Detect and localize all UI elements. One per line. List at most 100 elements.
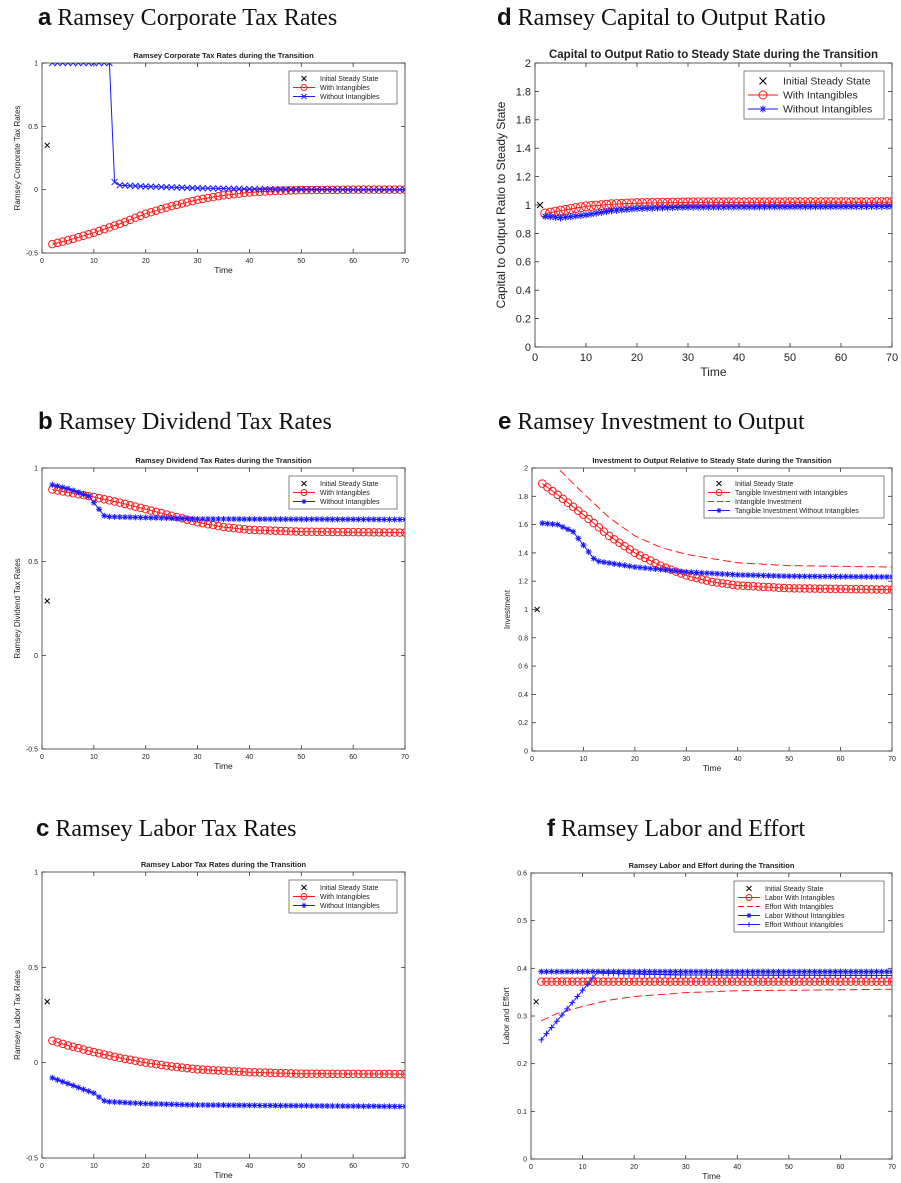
legend: Initial Steady State With Intangibles With… bbox=[743, 70, 885, 120]
data-point bbox=[744, 968, 751, 975]
data-point bbox=[256, 516, 263, 523]
data-point bbox=[764, 582, 773, 592]
data-point bbox=[548, 1024, 555, 1031]
data-point bbox=[234, 524, 244, 533]
x-tick-label: 50 bbox=[297, 258, 305, 265]
data-point bbox=[739, 571, 746, 578]
data-point bbox=[851, 584, 861, 594]
data-point bbox=[132, 1100, 139, 1107]
data-point bbox=[635, 977, 644, 986]
data-point bbox=[593, 977, 603, 986]
data-point bbox=[153, 1100, 160, 1107]
x-tick-label: 30 bbox=[194, 754, 202, 761]
data-point bbox=[193, 195, 202, 205]
chart-title: Investment to Output Relative to Steady … bbox=[592, 456, 832, 465]
data-point bbox=[230, 516, 237, 523]
data-point bbox=[225, 1102, 232, 1109]
data-point bbox=[324, 1102, 331, 1109]
initial-steady-state-point bbox=[44, 598, 51, 604]
data-point bbox=[338, 527, 348, 537]
legend-label: Without Intangibles bbox=[320, 903, 380, 910]
data-point bbox=[878, 972, 885, 979]
data-point bbox=[662, 971, 669, 978]
data-point bbox=[163, 183, 170, 191]
legend-marker bbox=[301, 884, 307, 891]
data-point bbox=[745, 203, 753, 211]
data-point bbox=[184, 515, 191, 522]
data-point bbox=[662, 567, 669, 574]
data-point bbox=[334, 1103, 341, 1110]
y-tick-label: 0.6 bbox=[517, 870, 527, 877]
panel-letter: d bbox=[497, 4, 512, 31]
data-point bbox=[120, 499, 130, 509]
x-tick-label: 20 bbox=[630, 1164, 638, 1171]
data-point bbox=[669, 203, 677, 212]
data-point bbox=[568, 977, 577, 986]
series-layer bbox=[48, 63, 405, 249]
data-point bbox=[188, 196, 197, 206]
data-point bbox=[624, 977, 634, 986]
data-point bbox=[229, 523, 239, 533]
data-point bbox=[297, 527, 306, 536]
data-point bbox=[616, 561, 623, 568]
legend-marker bbox=[300, 84, 308, 91]
data-point bbox=[234, 189, 244, 198]
data-point bbox=[49, 63, 56, 67]
data-point bbox=[637, 564, 643, 571]
data-point bbox=[215, 516, 222, 523]
data-point bbox=[867, 585, 876, 594]
y-tick-label: 0 bbox=[524, 748, 528, 755]
data-point bbox=[298, 516, 305, 523]
data-point bbox=[718, 972, 725, 979]
chart-title: Capital to Output Ratio to Steady State … bbox=[549, 49, 878, 61]
data-point bbox=[832, 203, 840, 211]
data-point bbox=[806, 203, 814, 211]
data-point bbox=[131, 502, 140, 511]
data-point bbox=[272, 516, 279, 523]
data-point bbox=[730, 203, 738, 211]
data-point bbox=[698, 968, 705, 975]
data-point bbox=[168, 183, 175, 191]
y-tick-label: 0 bbox=[523, 1156, 527, 1163]
data-point bbox=[303, 186, 310, 193]
data-point bbox=[587, 210, 595, 218]
data-point bbox=[584, 514, 593, 524]
data-point bbox=[381, 1103, 388, 1110]
data-point bbox=[111, 513, 118, 520]
data-point bbox=[385, 528, 394, 537]
data-point bbox=[214, 1066, 223, 1075]
data-point bbox=[308, 1102, 315, 1109]
data-point bbox=[781, 573, 787, 580]
legend-label: With Intangibles bbox=[320, 85, 370, 92]
data-point bbox=[656, 971, 663, 978]
data-point bbox=[391, 516, 398, 523]
y-tick-label: 1.6 bbox=[518, 522, 528, 529]
data-point bbox=[396, 1103, 403, 1110]
data-point bbox=[785, 972, 792, 979]
data-point bbox=[214, 192, 223, 201]
data-point bbox=[375, 186, 383, 194]
y-tick-label: 0.8 bbox=[518, 635, 528, 642]
data-point bbox=[650, 977, 660, 986]
data-point bbox=[718, 968, 725, 975]
data-point bbox=[374, 1069, 384, 1079]
data-point bbox=[74, 1043, 83, 1053]
chart-title: Ramsey Labor Tax Rates during the Transi… bbox=[141, 860, 307, 869]
data-point bbox=[537, 977, 546, 986]
series-line bbox=[556, 468, 892, 568]
data-point bbox=[728, 580, 737, 589]
x-tick-label: 60 bbox=[349, 258, 357, 265]
data-point bbox=[261, 1102, 268, 1109]
panel-c-heading: c Ramsey Labor Tax Rates bbox=[36, 815, 297, 843]
data-point bbox=[319, 1102, 326, 1109]
legend-label: Effort With Intangibles bbox=[765, 904, 834, 911]
data-point bbox=[400, 528, 405, 537]
data-point bbox=[827, 573, 834, 580]
data-point bbox=[271, 526, 280, 536]
panel-e: e Ramsey Investment to Output Investment … bbox=[450, 390, 901, 785]
data-point bbox=[276, 526, 285, 536]
data-point bbox=[360, 1103, 367, 1110]
data-point bbox=[386, 186, 393, 194]
data-point bbox=[308, 516, 315, 523]
legend-label: Initial Steady State bbox=[735, 481, 793, 488]
